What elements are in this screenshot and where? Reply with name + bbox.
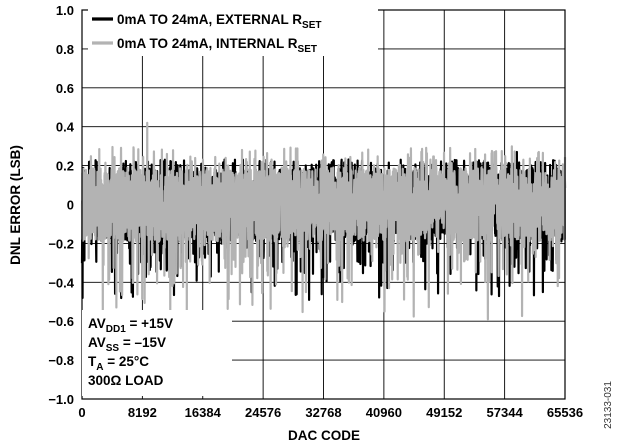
- y-tick-label: 0: [67, 198, 74, 213]
- condition-avdd1: AVDD1 = +15V: [88, 316, 173, 335]
- conditions-background: [82, 310, 232, 396]
- series-traces: [80, 121, 567, 321]
- y-axis-title: DNL ERROR (LSB): [8, 145, 23, 265]
- condition-ta: TA = 25°C: [88, 354, 149, 373]
- x-tick-labels: 0 8192 16384 24576 32768 40960 49152 57344 65536: [78, 405, 583, 420]
- x-tick-label: 49152: [426, 405, 462, 420]
- condition-load: 300Ω LOAD: [88, 373, 164, 388]
- series-line-internal-rset: [80, 121, 567, 321]
- x-tick-label: 57344: [487, 405, 524, 420]
- x-tick-label: 8192: [128, 405, 157, 420]
- x-tick-label: 24576: [245, 405, 281, 420]
- y-tick-label: 0.8: [56, 42, 74, 57]
- x-tick-label: 16384: [185, 405, 222, 420]
- x-tick-label: 0: [78, 405, 85, 420]
- y-tick-label: −0.4: [48, 275, 74, 290]
- x-axis-title: DAC CODE: [288, 428, 360, 443]
- legend-label-internal: 0mA TO 24mA, INTERNAL RSET: [117, 36, 317, 55]
- legend-background: [88, 6, 378, 56]
- y-tick-label: 0.6: [56, 81, 74, 96]
- y-tick-label: −1.0: [48, 392, 74, 407]
- y-tick-labels: 1.0 0.8 0.6 0.4 0.2 0 −0.2 −0.4 −0.6 −0.8 −1.0: [48, 3, 74, 407]
- test-conditions: AVDD1 = +15V AVSS = –15V TA = 25°C 300Ω …: [82, 310, 232, 396]
- y-tick-label: 0.2: [56, 159, 74, 174]
- legend: 0mA TO 24mA, EXTERNAL RSET 0mA TO 24mA, …: [88, 6, 378, 56]
- x-tick-label: 65536: [547, 405, 583, 420]
- y-tick-label: −0.6: [48, 314, 74, 329]
- y-tick-label: −0.8: [48, 353, 74, 368]
- x-tick-label: 32768: [305, 405, 341, 420]
- y-tick-label: 1.0: [56, 3, 74, 18]
- legend-label-external-sub: SET: [302, 20, 321, 31]
- y-tick-label: −0.2: [48, 236, 74, 251]
- y-tick-label: 0.4: [56, 120, 75, 135]
- legend-label-internal-sub: SET: [298, 44, 317, 55]
- condition-avss: AVSS = –15V: [88, 335, 166, 354]
- legend-label-internal-main: 0mA TO 24mA, INTERNAL R: [117, 36, 298, 51]
- x-tick-label: 40960: [366, 405, 402, 420]
- figure-id: 23133-031: [603, 381, 614, 429]
- legend-label-external-main: 0mA TO 24mA, EXTERNAL R: [117, 12, 302, 27]
- legend-label-external: 0mA TO 24mA, EXTERNAL RSET: [117, 12, 322, 31]
